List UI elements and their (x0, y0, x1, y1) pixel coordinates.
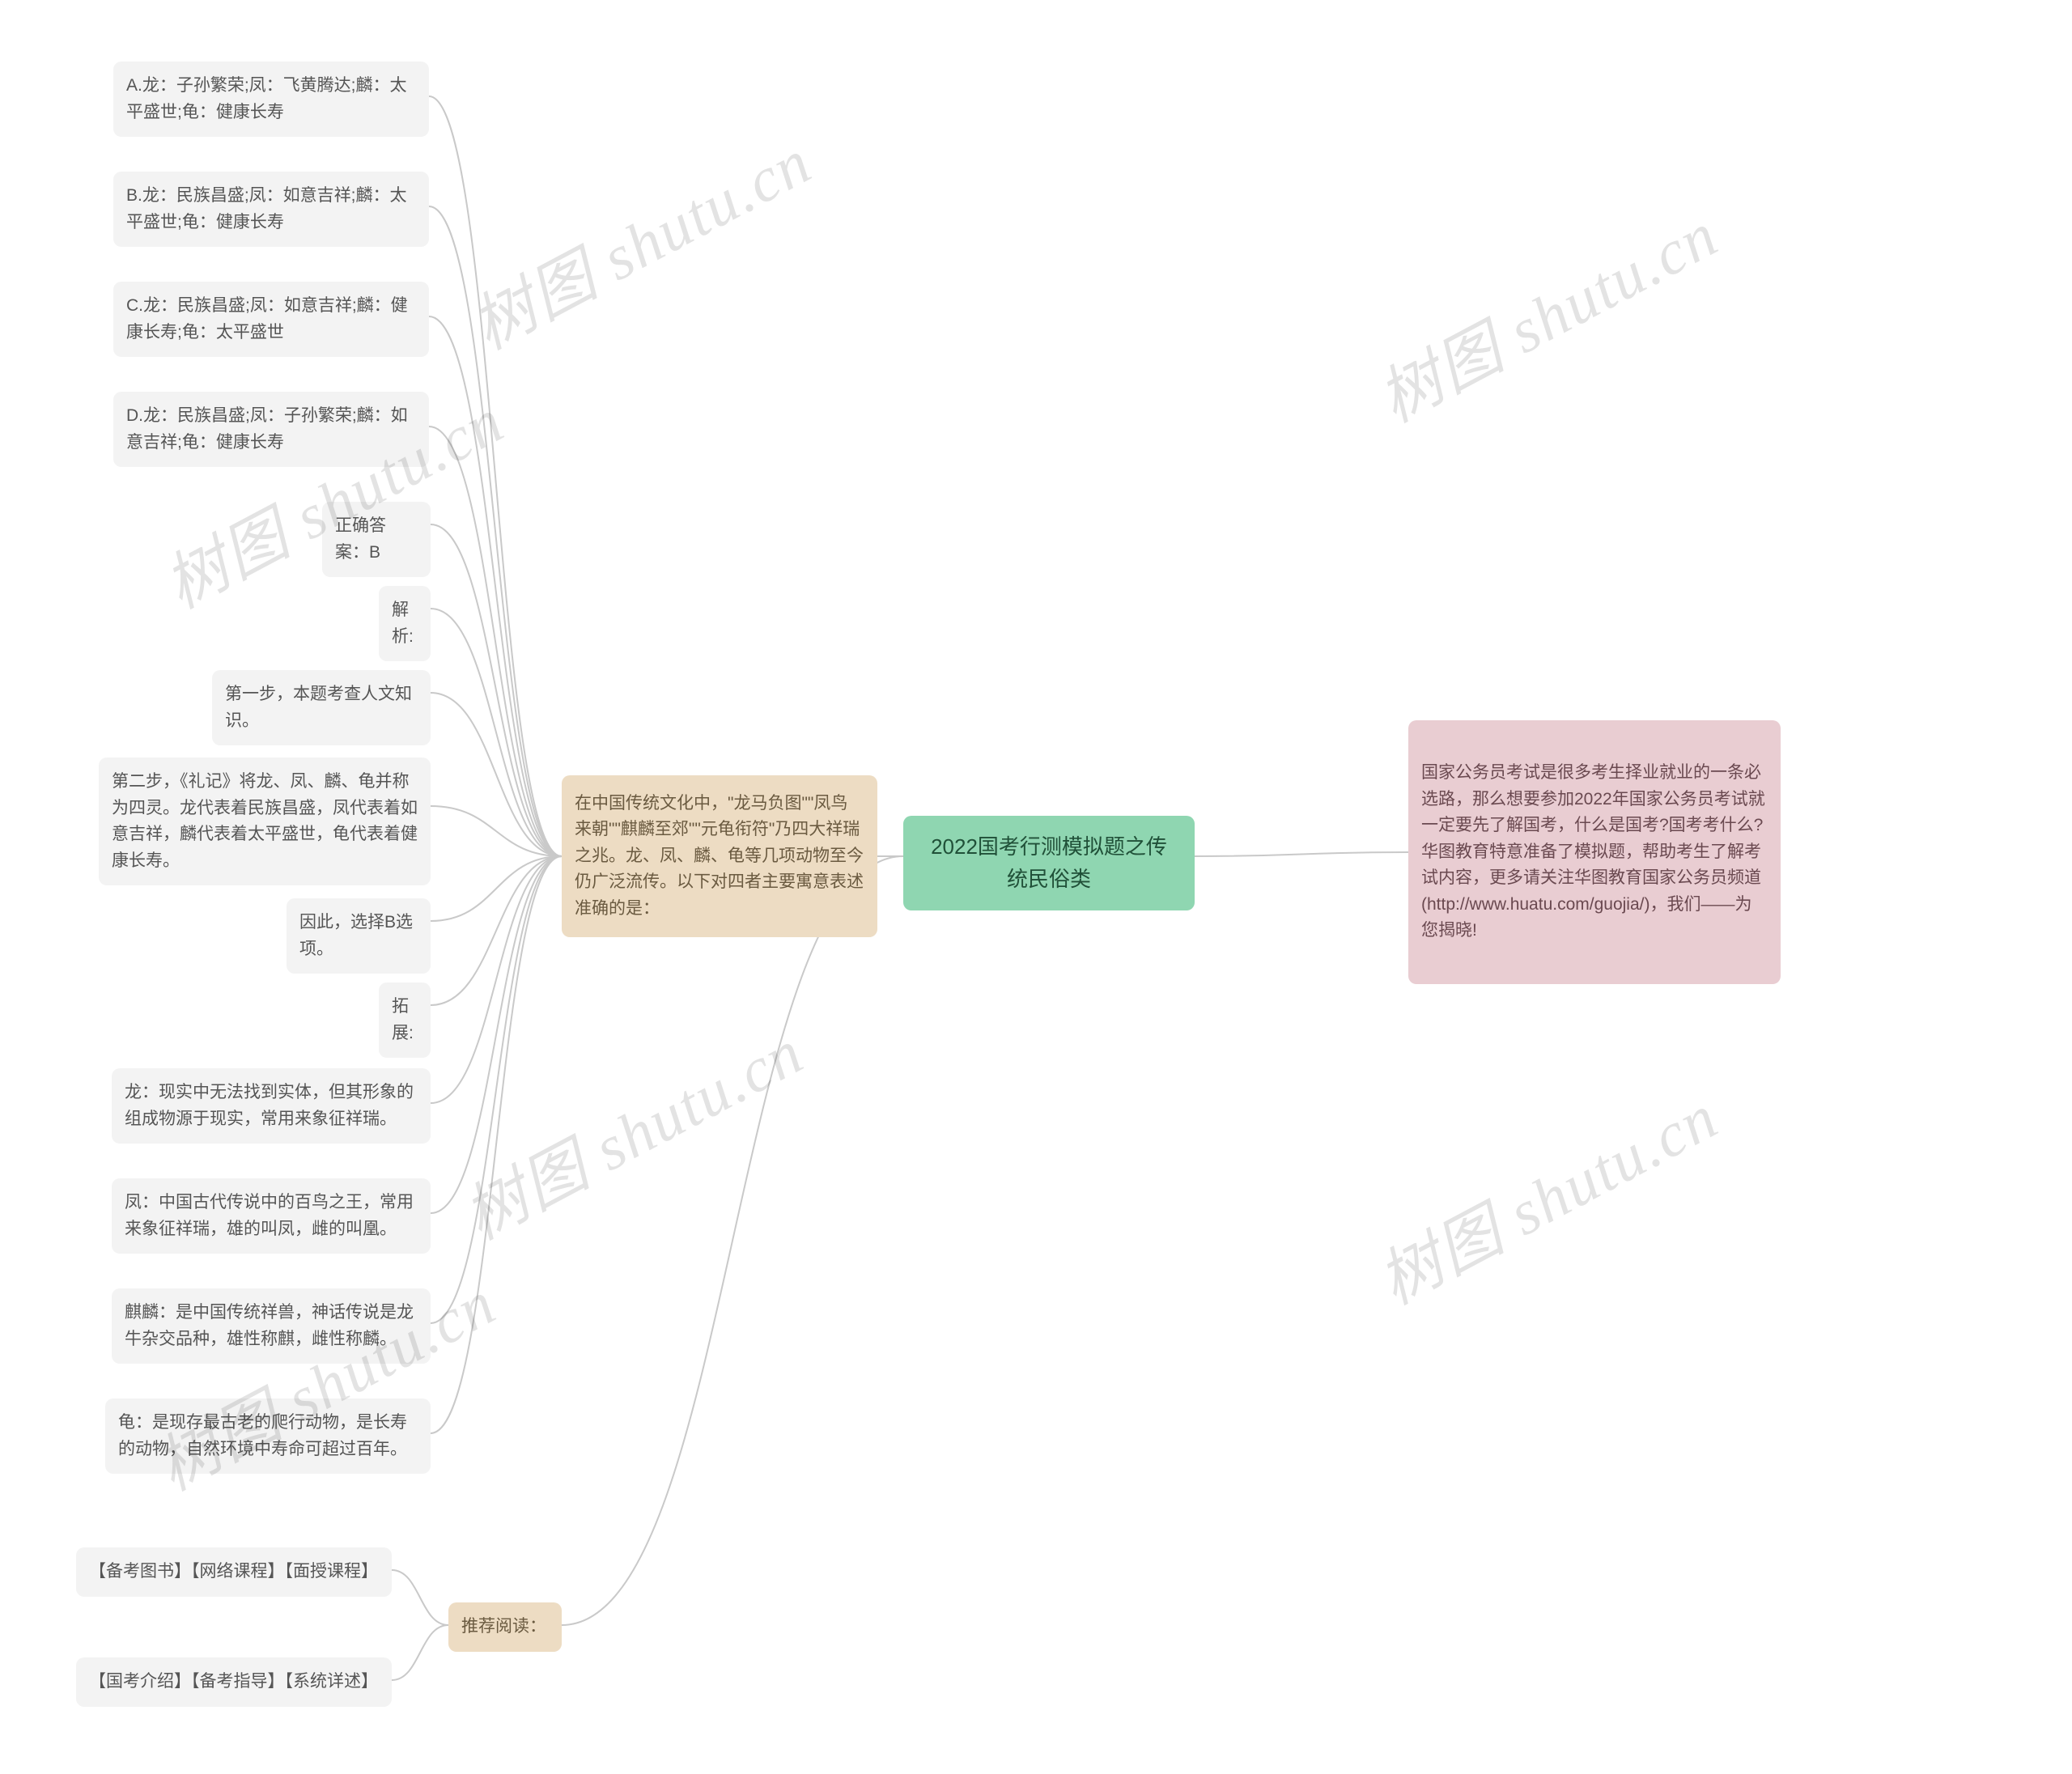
question-leaf: 因此，选择B选项。 (287, 898, 431, 974)
question-node: 在中国传统文化中，"龙马负图""凤鸟来朝""麒麟至郊""元龟衔符"乃四大祥瑞之兆… (562, 775, 877, 937)
leaf-text: 第二步，《礼记》将龙、凤、麟、龟并称为四灵。龙代表着民族昌盛，凤代表着如意吉祥，… (112, 769, 418, 874)
connector (429, 206, 562, 856)
leaf-text: D.龙：民族昌盛;凤：子孙繁荣;麟：如意吉祥;龟：健康长寿 (126, 403, 416, 456)
leaf-text: 龟：是现存最古老的爬行动物，是长寿的动物，自然环境中寿命可超过百年。 (118, 1410, 418, 1462)
connector (431, 856, 562, 1323)
connector (562, 856, 903, 1625)
question-leaf: 第二步，《礼记》将龙、凤、麟、龟并称为四灵。龙代表着民族昌盛，凤代表着如意吉祥，… (99, 758, 431, 885)
leaf-text: 拓展: (392, 994, 418, 1046)
watermark: 树图 shutu.cn (1361, 1067, 1731, 1322)
question-text: 在中国传统文化中，"龙马负图""凤鸟来朝""麒麟至郊""元龟衔符"乃四大祥瑞之兆… (575, 791, 864, 923)
leaf-text: C.龙：民族昌盛;凤：如意吉祥;麟：健康长寿;龟：太平盛世 (126, 293, 416, 346)
recommend-label: 推荐阅读： (461, 1614, 546, 1640)
connector (431, 693, 562, 856)
leaf-text: 【国考介绍】【备考指导】【系统详述】 (89, 1669, 378, 1695)
connector (431, 856, 562, 1433)
question-leaf: 第一步，本题考查人文知识。 (212, 670, 431, 745)
question-leaf: D.龙：民族昌盛;凤：子孙繁荣;麟：如意吉祥;龟：健康长寿 (113, 392, 429, 467)
leaf-text: 正确答案：B (335, 513, 418, 566)
connector (429, 96, 562, 856)
connector (429, 427, 562, 856)
connector (431, 856, 562, 1005)
leaf-text: 龙：现实中无法找到实体，但其形象的组成物源于现实，常用来象征祥瑞。 (125, 1080, 418, 1132)
leaf-text: 解析: (392, 597, 418, 650)
question-leaf: 麒麟：是中国传统祥兽，神话传说是龙牛杂交品种，雄性称麒，雌性称麟。 (112, 1288, 431, 1364)
connector (392, 1625, 448, 1680)
watermark: 树图 shutu.cn (454, 112, 825, 367)
intro-text: 国家公务员考试是很多考生择业就业的一条必选路，那么想要参加2022年国家公务员考… (1421, 760, 1768, 944)
question-leaf: C.龙：民族昌盛;凤：如意吉祥;麟：健康长寿;龟：太平盛世 (113, 282, 429, 357)
connector (1195, 852, 1408, 856)
connector (431, 856, 562, 1103)
leaf-text: 麒麟：是中国传统祥兽，神话传说是龙牛杂交品种，雄性称麒，雌性称麟。 (125, 1300, 418, 1352)
recommend-leaf: 【备考图书】【网络课程】【面授课程】 (76, 1547, 392, 1597)
question-leaf: 解析: (379, 586, 431, 661)
intro-node: 国家公务员考试是很多考生择业就业的一条必选路，那么想要参加2022年国家公务员考… (1408, 720, 1781, 984)
leaf-text: 凤：中国古代传说中的百鸟之王，常用来象征祥瑞，雄的叫凤，雌的叫凰。 (125, 1190, 418, 1242)
question-leaf: B.龙：民族昌盛;凤：如意吉祥;麟：太平盛世;龟：健康长寿 (113, 172, 429, 247)
question-leaf: 龙：现实中无法找到实体，但其形象的组成物源于现实，常用来象征祥瑞。 (112, 1068, 431, 1144)
connector (431, 856, 562, 1213)
question-leaf: A.龙：子孙繁荣;凤：飞黄腾达;麟：太平盛世;龟：健康长寿 (113, 62, 429, 137)
connector (431, 609, 562, 856)
connector (392, 1570, 448, 1625)
connector (431, 806, 562, 856)
root-label: 2022国考行测模拟题之传 统民俗类 (919, 830, 1178, 896)
question-leaf: 拓展: (379, 982, 431, 1058)
connector (431, 856, 562, 921)
watermark: 树图 shutu.cn (446, 1003, 817, 1258)
recommend-node: 推荐阅读： (448, 1602, 562, 1652)
leaf-text: 因此，选择B选项。 (299, 910, 418, 962)
leaf-text: 第一步，本题考查人文知识。 (225, 681, 418, 734)
connector (429, 316, 562, 856)
leaf-text: B.龙：民族昌盛;凤：如意吉祥;麟：太平盛世;龟：健康长寿 (126, 183, 416, 236)
question-leaf: 龟：是现存最古老的爬行动物，是长寿的动物，自然环境中寿命可超过百年。 (105, 1398, 431, 1474)
question-leaf: 凤：中国古代传说中的百鸟之王，常用来象征祥瑞，雄的叫凤，雌的叫凰。 (112, 1178, 431, 1254)
mindmap-root: 2022国考行测模拟题之传 统民俗类 (903, 816, 1195, 910)
question-leaf: 正确答案：B (322, 502, 431, 577)
leaf-text: A.龙：子孙繁荣;凤：飞黄腾达;麟：太平盛世;龟：健康长寿 (126, 73, 416, 125)
connector (431, 524, 562, 856)
watermark: 树图 shutu.cn (1361, 185, 1731, 440)
recommend-leaf: 【国考介绍】【备考指导】【系统详述】 (76, 1657, 392, 1707)
leaf-text: 【备考图书】【网络课程】【面授课程】 (89, 1559, 378, 1585)
